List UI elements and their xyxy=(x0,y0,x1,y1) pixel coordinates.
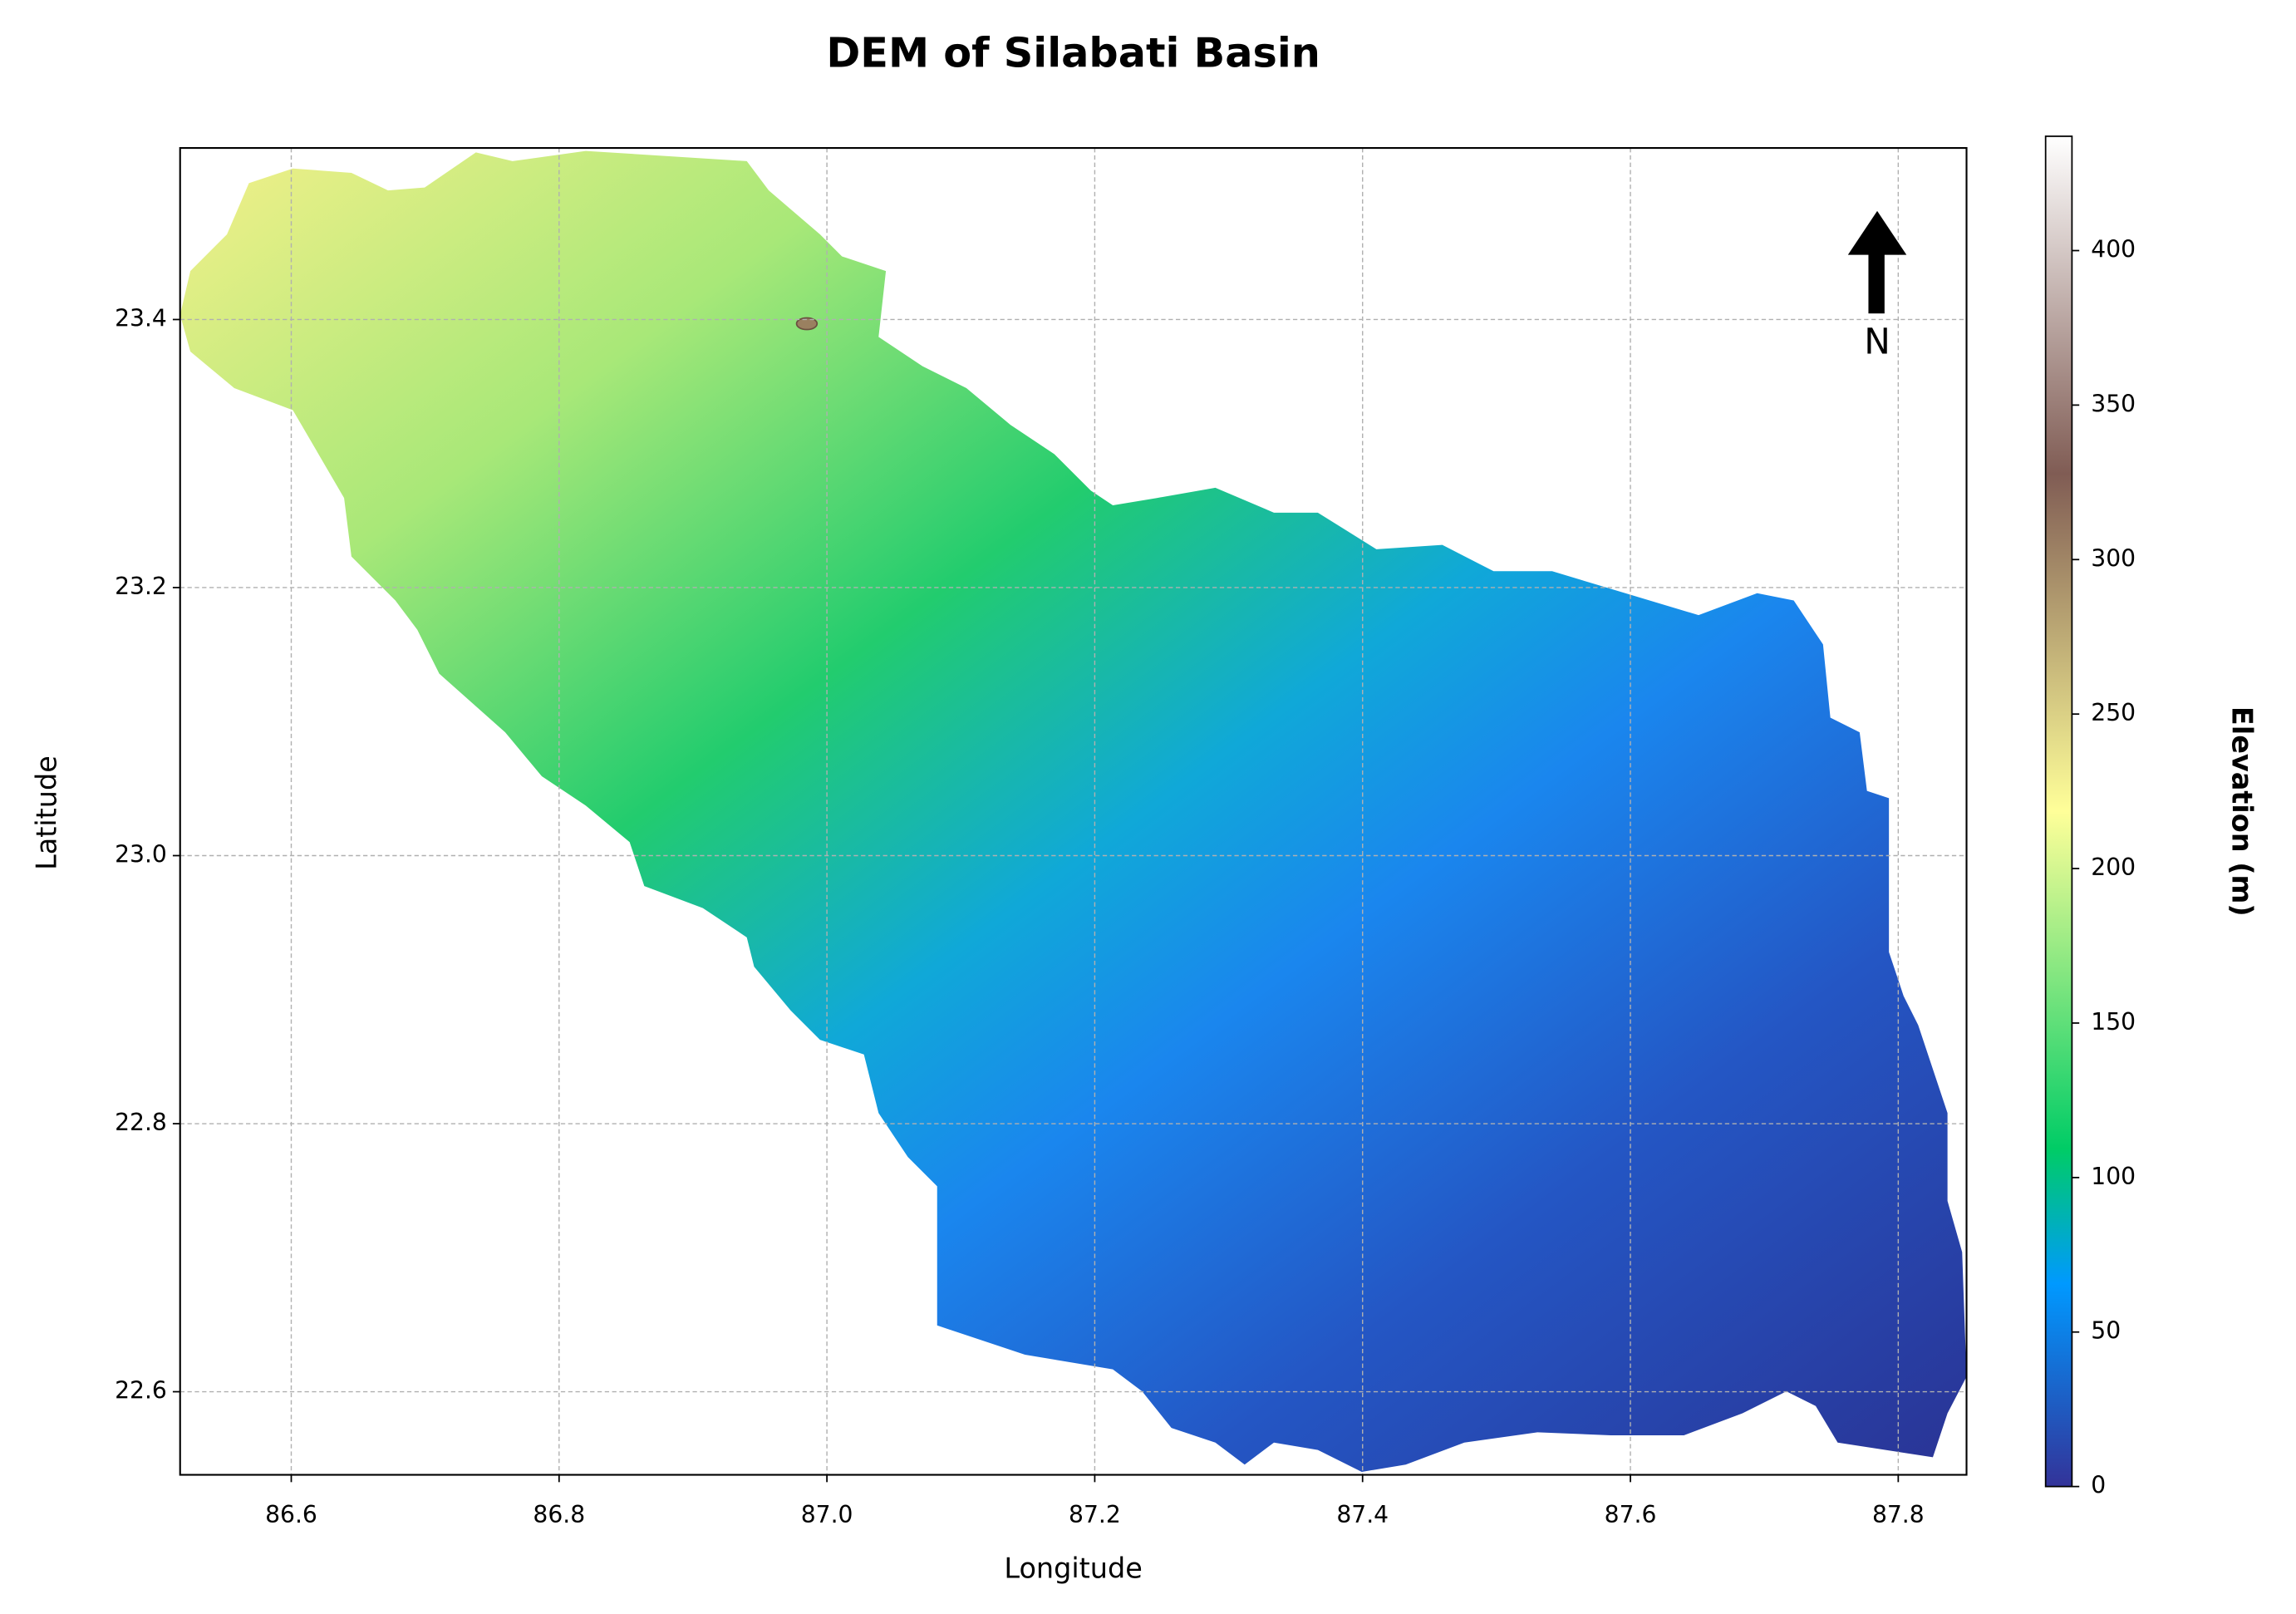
x-tick-label: 87.6 xyxy=(1605,1501,1657,1528)
x-axis-label: Longitude xyxy=(1004,1552,1142,1585)
axes-frame xyxy=(179,146,1968,1476)
y-tick-label: 23.2 xyxy=(115,573,167,600)
colorbar-tick-label: 200 xyxy=(2091,854,2136,881)
colorbar-tick-label: 100 xyxy=(2091,1163,2136,1190)
plot-area xyxy=(179,150,1967,1473)
colorbar-tick-label: 0 xyxy=(2091,1472,2106,1499)
x-tick-label: 87.4 xyxy=(1336,1501,1389,1528)
colorbar xyxy=(2044,135,2073,1488)
x-tick-label: 87.2 xyxy=(1069,1501,1121,1528)
arrow-head xyxy=(1847,210,1907,255)
colorbar-tick-label: 250 xyxy=(2091,699,2136,726)
y-tick-label: 23.0 xyxy=(115,841,167,869)
colorbar-tick-label: 300 xyxy=(2091,544,2136,572)
arrow-shaft xyxy=(1868,252,1885,314)
north-label: N xyxy=(1864,322,1890,362)
y-tick-label: 23.4 xyxy=(115,304,167,332)
x-tick-label: 86.8 xyxy=(533,1501,585,1528)
north-arrow: N xyxy=(1847,210,1907,362)
colorbar-label: Elevation (m) xyxy=(2226,706,2259,917)
x-tick-label: 86.6 xyxy=(265,1501,317,1528)
x-tick-label: 87.8 xyxy=(1872,1501,1925,1528)
y-tick-label: 22.8 xyxy=(115,1109,167,1136)
y-axis-label: Latitude xyxy=(31,755,63,870)
colorbar-tick-label: 400 xyxy=(2091,236,2136,263)
colorbar-tick-label: 350 xyxy=(2091,390,2136,417)
basin-dem xyxy=(179,150,1967,1473)
colorbar-tick-label: 50 xyxy=(2091,1317,2121,1345)
hill-peak xyxy=(795,317,819,331)
y-tick-label: 22.6 xyxy=(115,1377,167,1405)
x-tick-label: 87.0 xyxy=(801,1501,853,1528)
chart-title: DEM of Silabati Basin xyxy=(826,29,1320,77)
colorbar-tick-label: 150 xyxy=(2091,1008,2136,1036)
